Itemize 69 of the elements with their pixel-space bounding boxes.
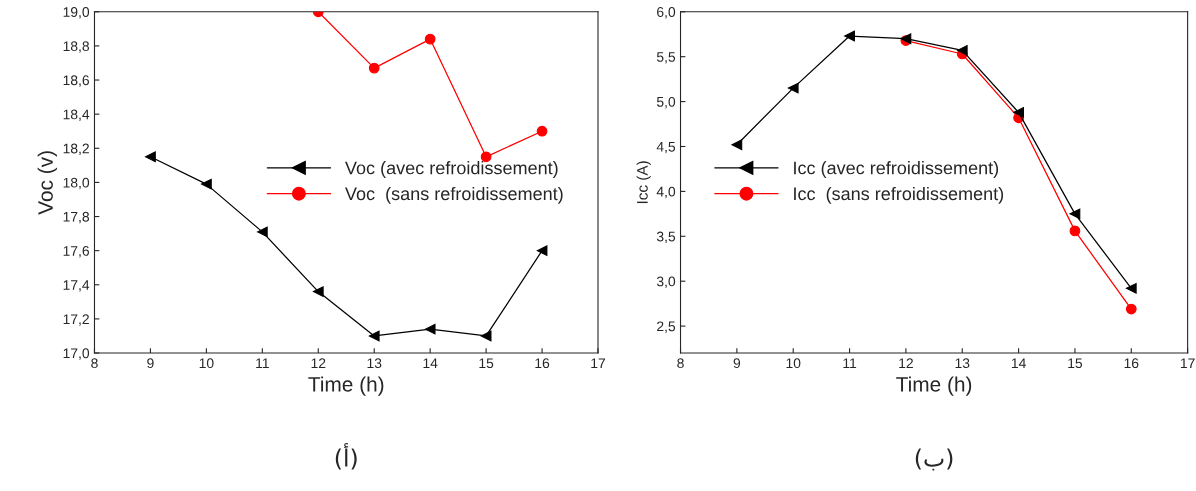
point [1013, 106, 1024, 118]
y-tick-label: 4,5 [656, 141, 676, 154]
x-tick-label: 14 [423, 358, 438, 368]
x-tick-label: 16 [535, 358, 550, 369]
point [536, 245, 548, 257]
y-tick-label: 19,0 [63, 7, 90, 19]
x-tick-label: 12 [899, 358, 913, 368]
y-tick-label: 18,6 [63, 75, 90, 87]
x-tick-label: 13 [955, 358, 970, 369]
point [368, 330, 380, 342]
point [312, 286, 324, 297]
legend-label: Icc (sans refroidissement) [794, 186, 1004, 204]
legend-label: Icc (avec refroidissement) [794, 161, 999, 178]
y-tick-label: 18,8 [63, 41, 90, 53]
y-tick-label: 5,0 [656, 96, 676, 109]
point [424, 323, 436, 335]
x-tick-label: 16 [1124, 358, 1139, 369]
x-tick-label: 10 [786, 358, 801, 369]
point [731, 139, 743, 151]
y-tick-label: 2,5 [657, 321, 676, 333]
x-tick-label: 8 [677, 358, 684, 369]
x-tick-label: 11 [256, 358, 269, 368]
y-tick-label: 17,4 [63, 280, 90, 292]
legend-label: Voc (avec refroidissement) [345, 161, 558, 178]
point [1125, 303, 1137, 315]
x-tick-label: 17 [1180, 358, 1195, 368]
point [424, 33, 436, 45]
y-tick-label: 5,5 [656, 52, 676, 64]
y-tick-label: 3,0 [656, 276, 676, 288]
point [1069, 208, 1081, 220]
text: (ب) [915, 448, 953, 471]
point [368, 62, 380, 74]
x-tick-label: 9 [147, 358, 154, 369]
point [201, 178, 212, 190]
x-tick-label: 8 [91, 358, 98, 369]
text: (أ) [335, 442, 357, 470]
y-tick-label: 18,2 [63, 143, 89, 156]
y-tick-label: 17,0 [63, 348, 90, 360]
y-tick-label: 17,8 [63, 211, 90, 224]
point [956, 45, 968, 56]
point [787, 82, 799, 94]
x-tick-label: 17 [591, 358, 606, 368]
x-axis-title: Time (h) [308, 376, 384, 396]
y-tick-label: 4,0 [656, 186, 676, 199]
y-tick-label: 6,0 [657, 7, 676, 19]
y-tick-label: 17,2 [63, 314, 89, 326]
point [480, 330, 492, 342]
x-axis-title: Time (h) [896, 376, 972, 396]
legend-label: Voc (sans refroidissement) [345, 186, 563, 204]
point [1069, 225, 1081, 237]
point [1125, 282, 1137, 294]
y-tick-label: 17,6 [63, 245, 90, 258]
x-tick-label: 15 [1068, 358, 1083, 369]
x-tick-label: 15 [479, 358, 494, 369]
x-tick-label: 9 [733, 358, 741, 369]
point [145, 151, 156, 163]
x-tick-label: 10 [199, 358, 214, 369]
x-tick-label: 12 [311, 358, 326, 368]
y-tick-label: 18,4 [63, 109, 90, 121]
y-tick-label: 18,0 [63, 177, 90, 190]
x-tick-label: 13 [367, 358, 382, 369]
y-axis-title: Voc (v) [37, 151, 58, 215]
y-axis-title: Icc (A) [636, 161, 651, 204]
point [536, 125, 548, 137]
point [844, 30, 855, 42]
point [256, 226, 268, 238]
x-tick-label: 14 [1011, 358, 1026, 368]
y-tick-label: 3,5 [656, 231, 676, 244]
x-tick-label: 11 [843, 358, 857, 368]
